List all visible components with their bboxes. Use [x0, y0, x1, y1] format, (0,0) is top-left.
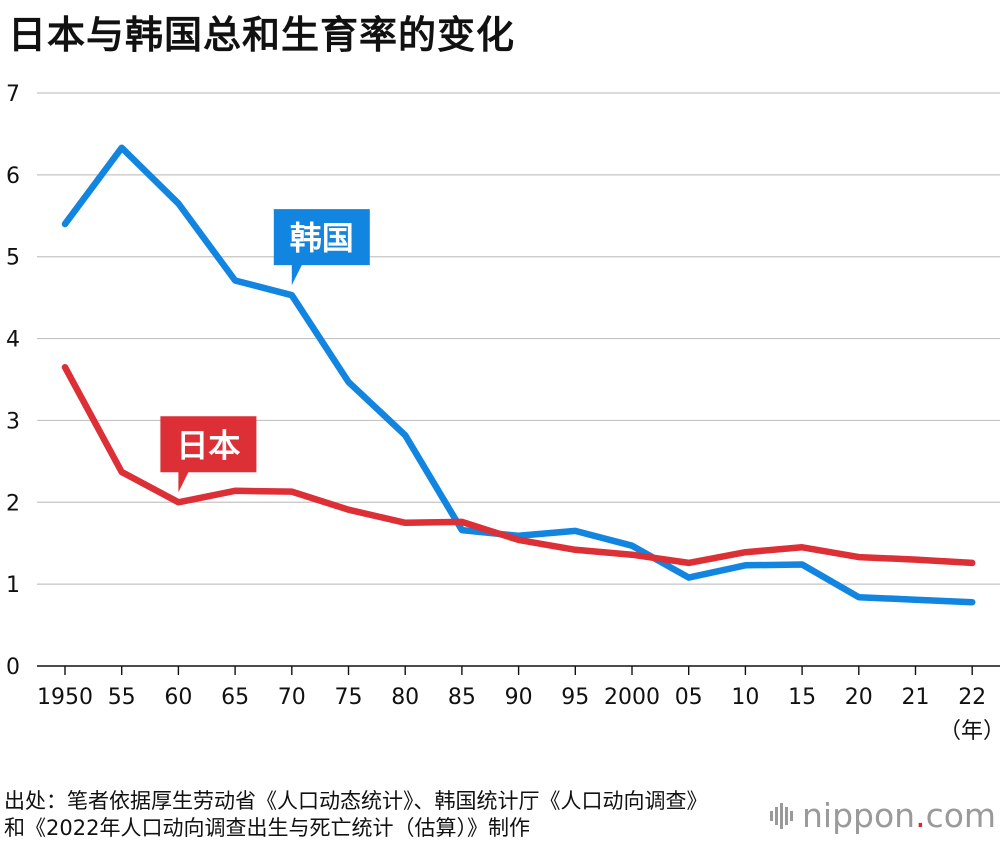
- x-tick-label-22: 22: [958, 685, 986, 710]
- x-tick-label-65: 65: [221, 685, 249, 710]
- x-tick-label-15: 15: [788, 685, 816, 710]
- fertility-line-chart: 0 1 2 3 4 5 6 7 1950 55 60 65 70 75 80 85 90 95 2000 05 10 15…: [6, 82, 1000, 744]
- x-tick-label-75: 75: [335, 685, 363, 710]
- y-tick-label-1: 1: [6, 573, 20, 598]
- y-tick-label-4: 4: [6, 328, 20, 353]
- x-tick-label-70: 70: [278, 685, 306, 710]
- y-tick-label-5: 5: [6, 246, 20, 271]
- x-tick-label-90: 90: [505, 685, 533, 710]
- y-tick-label-3: 3: [6, 409, 20, 434]
- logo-tld: com: [925, 796, 997, 835]
- x-tick-label-20: 20: [845, 685, 873, 710]
- x-tick-label-10: 10: [731, 685, 759, 710]
- y-tick-label-2: 2: [6, 491, 20, 516]
- series-label-callout-1: [160, 416, 257, 493]
- x-tick-label-55: 55: [108, 685, 136, 710]
- x-tick-label-85: 85: [448, 685, 476, 710]
- y-tick-label-6: 6: [6, 164, 20, 189]
- x-tick-label-2000: 2000: [604, 685, 660, 710]
- source-line-2: 和《2022年人口动向调查出生与死亡统计（估算）》制作: [4, 816, 530, 840]
- x-tick-label-1950: 1950: [37, 685, 93, 710]
- series-label-1: 日本: [176, 426, 240, 464]
- chart-title: 日本与韩国总和生育率的变化: [8, 13, 516, 57]
- logo-bars-icon: [770, 803, 793, 829]
- series-line-0: [61, 144, 976, 606]
- series-label-callout-0: [273, 209, 370, 286]
- series-label-0: 韩国: [290, 219, 354, 257]
- nippon-logo: nippon.com: [770, 796, 996, 835]
- source-note: 出处：笔者依据厚生劳动省《人口动态统计》、韩国统计厅《人口动向调查》 和《202…: [4, 788, 708, 842]
- source-line-1: 出处：笔者依据厚生劳动省《人口动态统计》、韩国统计厅《人口动向调查》: [4, 789, 708, 813]
- x-axis-unit-label: （年）: [939, 719, 1000, 744]
- y-tick-label-7: 7: [6, 82, 20, 107]
- logo-dot: .: [915, 796, 926, 835]
- x-tick-label-21: 21: [902, 685, 930, 710]
- x-tick-label-95: 95: [561, 685, 589, 710]
- logo-name: nippon: [802, 796, 916, 835]
- x-tick-label-80: 80: [391, 685, 419, 710]
- y-tick-label-0: 0: [6, 655, 20, 680]
- x-tick-label-60: 60: [164, 685, 192, 710]
- x-tick-label-05: 05: [675, 685, 703, 710]
